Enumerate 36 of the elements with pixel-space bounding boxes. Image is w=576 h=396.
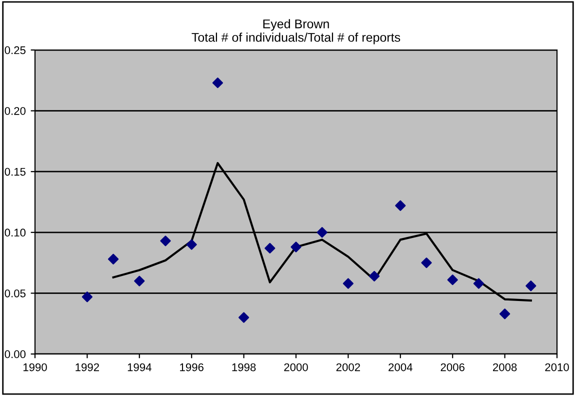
y-tick-label: 0.05 xyxy=(4,289,26,298)
point xyxy=(342,278,354,289)
point xyxy=(264,242,276,254)
point xyxy=(212,78,223,88)
point xyxy=(108,254,119,264)
x-tick-label: 2006 xyxy=(440,363,464,372)
chart-title: Eyed Brown Total # of individuals/Total # of reports xyxy=(192,19,400,44)
x-tick-label: 1992 xyxy=(76,363,99,372)
x-tick-label: 2004 xyxy=(388,363,412,372)
x-tick-label: 2002 xyxy=(336,363,360,372)
point xyxy=(500,308,510,320)
x-tick-label: 1996 xyxy=(180,363,204,372)
point xyxy=(290,242,302,252)
x-tick-label: 1998 xyxy=(232,363,256,372)
x-tick-label: 1994 xyxy=(128,363,152,372)
x-tick-label: 2010 xyxy=(545,363,569,372)
point xyxy=(473,278,484,289)
y-tick-label: 0.20 xyxy=(4,107,26,115)
point xyxy=(316,227,328,238)
y-tick-label: 0.10 xyxy=(4,228,26,237)
x-tick-label: 2008 xyxy=(493,363,517,372)
point xyxy=(421,258,432,268)
point xyxy=(447,274,458,286)
point xyxy=(238,312,250,323)
point xyxy=(186,239,197,250)
point xyxy=(160,236,171,246)
y-tick-label: 0.15 xyxy=(4,168,26,176)
point xyxy=(369,270,380,282)
point xyxy=(134,276,145,286)
point xyxy=(82,292,92,302)
y-tick-label: 0.00 xyxy=(4,350,26,358)
x-tick-label: 2000 xyxy=(284,363,308,372)
point xyxy=(526,280,536,292)
y-tick-label: 0.25 xyxy=(4,46,26,54)
point xyxy=(395,200,406,211)
x-tick-label: 1990 xyxy=(23,363,47,372)
